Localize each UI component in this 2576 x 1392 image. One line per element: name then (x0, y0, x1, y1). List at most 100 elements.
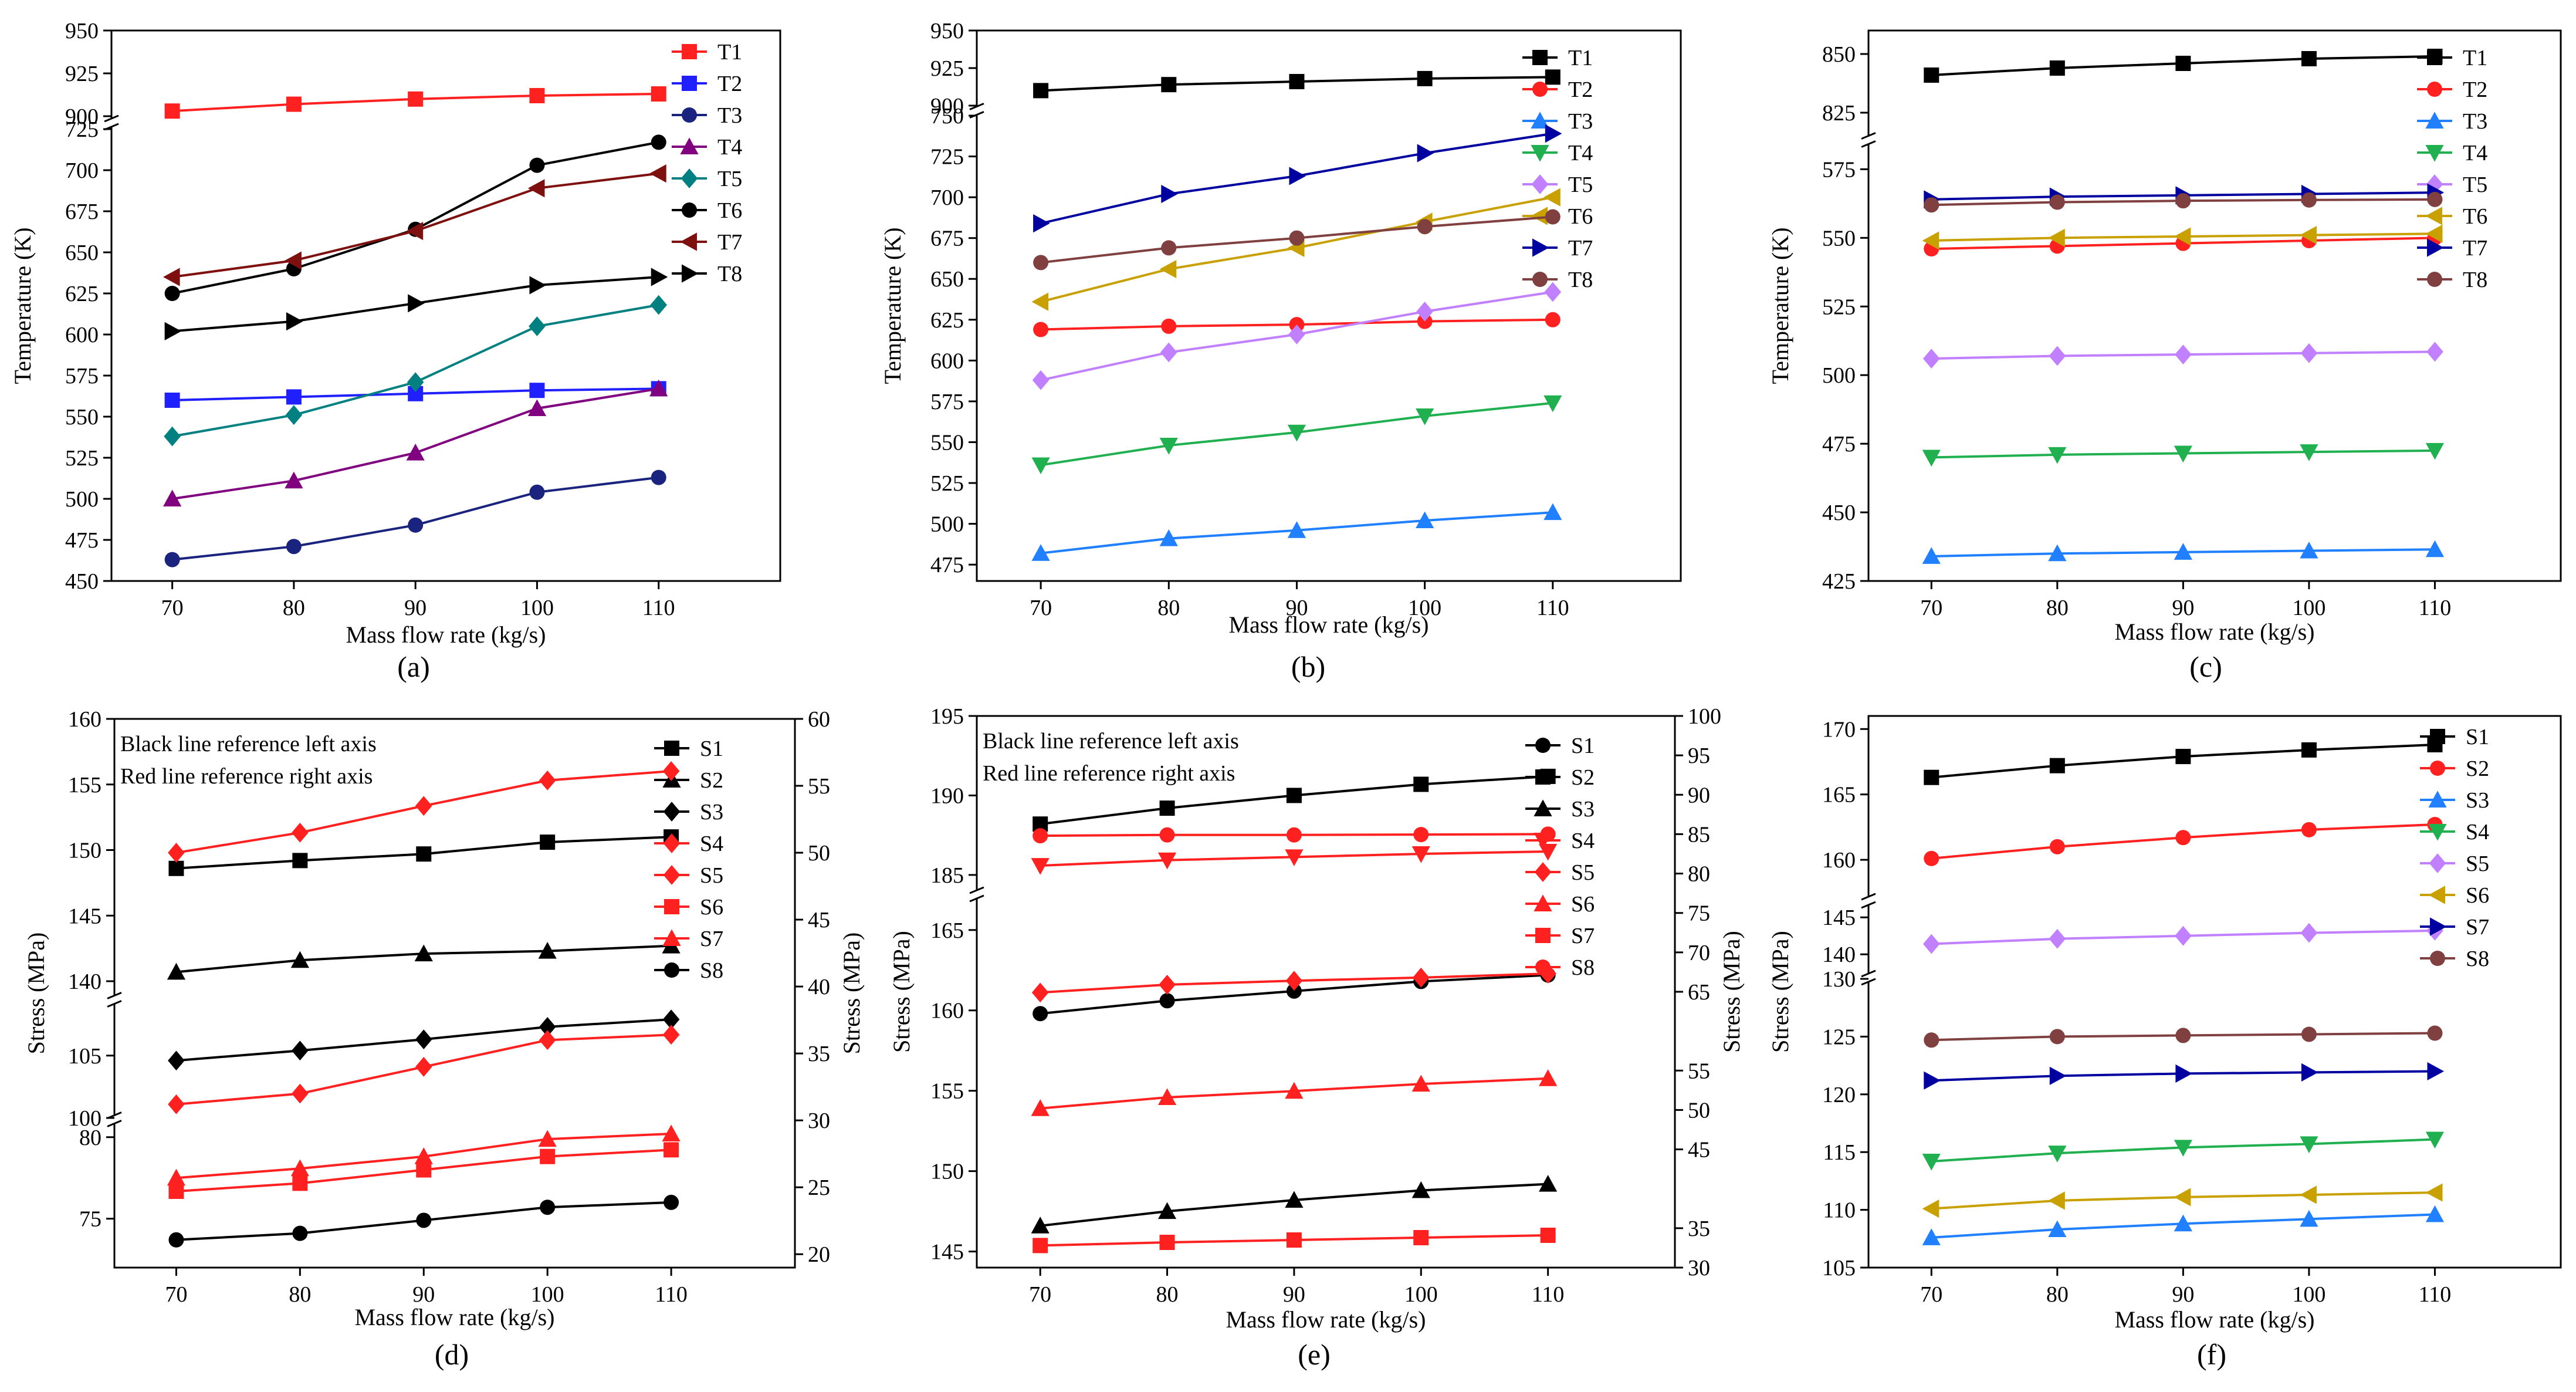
y-tick-label: 925 (65, 62, 99, 86)
y-tick-label: 130 (1822, 967, 1856, 992)
legend-label-s4: S4 (1571, 829, 1595, 853)
data-point-t8 (1289, 230, 1305, 246)
legend-label-t1: T1 (717, 40, 742, 65)
right-y-tick-label: 80 (1688, 862, 1710, 887)
data-point-s4 (168, 843, 185, 863)
legend-marker (682, 44, 697, 59)
legend-marker (2428, 886, 2445, 904)
panel-d: 7580100105140145150155160202530354045505… (23, 707, 865, 1371)
legend-label-s5: S5 (1571, 860, 1595, 885)
legend-marker (2427, 272, 2442, 287)
data-point-s5 (1412, 967, 1430, 988)
legend-label-s6: S6 (2466, 883, 2489, 908)
data-point-t7 (1033, 214, 1050, 233)
x-tick-label: 80 (2046, 596, 2069, 620)
panel-c-frame (1867, 29, 2562, 582)
data-point-t7 (163, 268, 180, 286)
panel-f-frame (1867, 715, 2562, 1269)
x-tick-label: 110 (1536, 596, 1569, 620)
data-point-s2 (2049, 839, 2065, 854)
data-point-s5 (2175, 925, 2192, 946)
axis-break-mark (107, 1000, 122, 1008)
right-y-tick-label: 35 (1688, 1217, 1710, 1241)
data-point-s3 (1285, 1191, 1304, 1208)
legend-marker (2426, 174, 2443, 194)
y-tick-label: 575 (65, 364, 99, 388)
y-tick-label: 110 (1823, 1198, 1856, 1223)
data-point-s4 (1157, 852, 1177, 870)
x-axis-label: Mass flow rate (kg/s) (2114, 619, 2314, 645)
data-point-s5 (2300, 923, 2318, 943)
x-tick-label: 110 (2419, 1282, 2452, 1307)
data-point-t4 (285, 471, 303, 489)
data-point-s1 (292, 853, 308, 869)
right-y-tick-label: 55 (808, 774, 830, 799)
data-point-t8 (651, 268, 668, 286)
legend-label-s8: S8 (2466, 947, 2489, 971)
legend-marker (2427, 238, 2444, 257)
panel-label: (a) (397, 650, 430, 683)
data-point-t3 (1543, 503, 1562, 521)
legend-marker (1531, 112, 1549, 129)
y-tick-label: 600 (65, 323, 99, 347)
y-tick-label: 525 (930, 471, 964, 496)
legend-label-t4: T4 (1568, 141, 1593, 165)
y-tick-label: 195 (930, 704, 964, 729)
data-point-t4 (1922, 450, 1941, 467)
y-tick-label: 650 (930, 267, 964, 292)
x-tick-label: 90 (2172, 596, 2194, 620)
y-tick-label: 450 (65, 569, 99, 594)
legend-label-t4: T4 (717, 135, 742, 160)
legend-label-s2: S2 (700, 768, 723, 793)
legend-label-t3: T3 (1568, 109, 1593, 134)
axis-break-mark (969, 886, 984, 894)
data-point-s1 (1159, 993, 1175, 1009)
data-point-t8 (2301, 192, 2317, 208)
legend-marker (1534, 894, 1552, 911)
y-tick-label: 170 (1822, 717, 1856, 742)
legend-label-t6: T6 (717, 198, 742, 223)
right-y-tick-label: 95 (1688, 744, 1710, 768)
data-point-s5 (539, 1030, 556, 1050)
data-point-t7 (1417, 144, 1434, 163)
y-tick-label: 575 (1822, 157, 1856, 182)
legend-marker (1535, 769, 1551, 785)
legend-marker (664, 899, 679, 914)
panel-a-frame (110, 29, 781, 582)
data-point-t7 (285, 251, 302, 270)
legend-label-t6: T6 (2463, 204, 2487, 229)
right-y-tick-label: 65 (1688, 980, 1710, 1005)
y-tick-label: 900 (65, 104, 99, 129)
legend-marker (1531, 207, 1548, 225)
data-point-s7 (290, 1159, 309, 1177)
data-point-t3 (286, 539, 302, 555)
y-tick-label: 145 (68, 904, 101, 928)
y-tick-label: 120 (1822, 1083, 1856, 1107)
data-point-t1 (408, 91, 424, 107)
y-tick-label: 750 (930, 104, 964, 129)
axis-break-mark (107, 1120, 122, 1127)
x-tick-label: 90 (1283, 1282, 1305, 1307)
data-point-t1 (1417, 70, 1433, 86)
annotation-text: Black line reference left axis (120, 732, 377, 756)
data-point-s5 (662, 1025, 680, 1045)
data-point-t5 (1288, 324, 1305, 344)
axis-break-mark (969, 894, 984, 903)
y-tick-label: 525 (65, 446, 99, 471)
y-tick-label: 900 (930, 94, 964, 119)
y-tick-label: 550 (1822, 226, 1856, 251)
data-point-s4 (2300, 1136, 2318, 1154)
legend-marker (2427, 82, 2442, 97)
data-point-t8 (529, 276, 547, 295)
x-axis-label: Mass flow rate (kg/s) (354, 1304, 554, 1330)
y-tick-label: 475 (930, 553, 964, 577)
data-point-s6 (1539, 1069, 1558, 1086)
legend-label-t1: T1 (2463, 46, 2487, 70)
y-tick-label: 525 (1822, 295, 1856, 319)
legend-marker (2425, 207, 2442, 225)
y-tick-label: 150 (68, 839, 101, 863)
y-tick-label: 140 (68, 969, 101, 994)
legend-label-t1: T1 (1568, 46, 1593, 70)
